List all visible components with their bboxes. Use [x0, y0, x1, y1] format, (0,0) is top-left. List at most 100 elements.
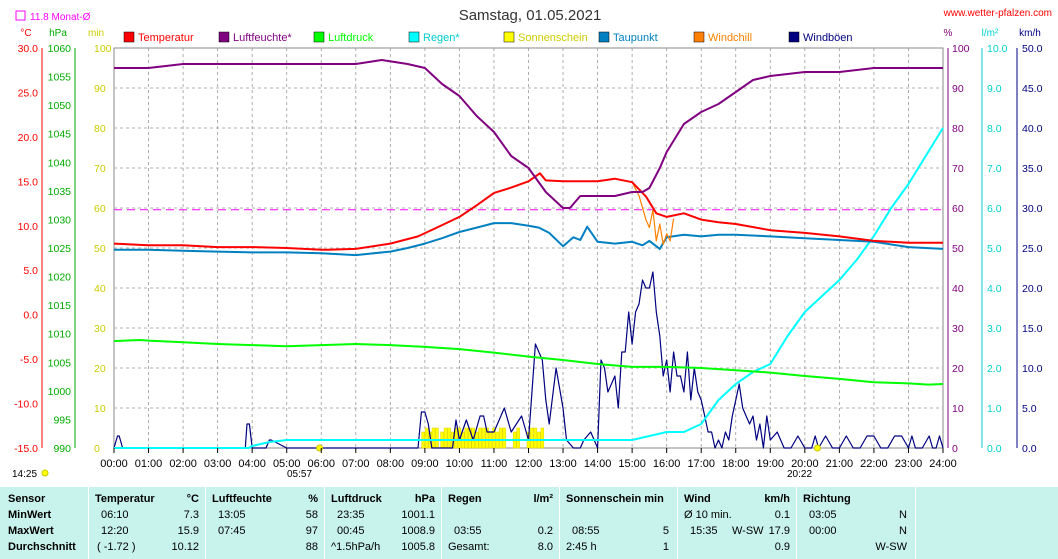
stats-humidity-column: Luftfeuchte % 13:05 58 07:45 97 88 — [206, 487, 324, 559]
press-trend: ^1.5hPa/h — [331, 541, 381, 553]
dir-avg-value: W-SW — [875, 541, 907, 553]
sun-max-value: 5 — [662, 525, 669, 537]
stats-sun-column: Sonnenschein min 08:55 5 2:45 h 1 — [560, 487, 677, 559]
humidity-unit-label: % — [944, 28, 953, 39]
sunshine-bar — [435, 427, 439, 449]
press-max-value: 1008.9 — [401, 525, 435, 537]
stats-direction-column: Richtung 03:05 N 00:00 N W-SW — [797, 487, 915, 559]
legend-label: Sonnenschein — [518, 32, 588, 44]
monthly-avg-marker-icon — [15, 10, 26, 21]
legend: Temperatur Luftfeuchte* Luftdruck Regen* Son… — [123, 31, 853, 44]
temp-max-time: 12:20 — [101, 525, 129, 537]
pressure-tick-label: 1000 — [48, 386, 72, 398]
header-direction: Richtung — [803, 493, 851, 505]
dir-max-value: N — [899, 525, 907, 537]
legend-label: Regen* — [423, 32, 460, 44]
wind-tick-label: 35.0 — [1022, 163, 1043, 175]
sunshine-unit-label: min — [88, 28, 104, 39]
hum-min-time: 13:05 — [218, 509, 246, 521]
pressure-unit-label: hPa — [49, 28, 67, 39]
sunshine-tick-label: 0 — [94, 443, 100, 455]
x-tick-label: 18:00 — [722, 458, 750, 470]
legend-swatch — [598, 31, 610, 43]
pressure-tick-label: 1060 — [48, 43, 72, 55]
legend-label: Temperatur — [138, 32, 194, 44]
wind-tick-label: 40.0 — [1022, 123, 1043, 135]
dir-min-value: N — [899, 509, 907, 521]
wind-tick-label: 45.0 — [1022, 83, 1043, 95]
temperature-tick-label: 20.0 — [18, 132, 39, 144]
sunshine-bar — [424, 427, 429, 449]
wind-max-direction: W-SW — [732, 525, 764, 537]
x-tick-label: 04:00 — [238, 458, 266, 470]
legend-swatch — [218, 31, 230, 43]
rain-tick-label: 0.0 — [987, 443, 1002, 455]
rain-tick-label: 7.0 — [987, 163, 1002, 175]
humidity-tick-label: 30 — [952, 323, 964, 335]
wind-tick-label: 10.0 — [1022, 363, 1043, 375]
press-max-time: 00:45 — [337, 525, 365, 537]
x-tick-label: 00:00 — [100, 458, 128, 470]
wind-avg10-value: 0.1 — [774, 509, 790, 521]
sunshine-bar — [499, 427, 503, 449]
sunset-label: 20:22 — [787, 469, 812, 480]
sunshine-bar — [516, 427, 520, 449]
rain-tick-label: 6.0 — [987, 203, 1002, 215]
stats-rain-column: Regen l/m² 03:55 0.2 Gesamt: 8.0 — [442, 487, 559, 559]
grid-lines — [113, 47, 944, 449]
x-tick-label: 20:00 — [791, 458, 819, 470]
humidity-tick-label: 10 — [952, 403, 964, 415]
sunshine-bar — [481, 427, 486, 449]
sun-icon — [41, 469, 49, 477]
temperature-tick-label: -5.0 — [20, 354, 38, 366]
hum-max-value: 97 — [305, 525, 318, 537]
x-tick-label: 11:00 — [481, 458, 508, 470]
temperature-tick-label: 0.0 — [23, 310, 38, 322]
sunset-marker-icon — [813, 444, 821, 452]
rain-max-value: 0.2 — [537, 525, 553, 537]
temperature-tick-label: 15.0 — [18, 176, 39, 188]
hum-avg-value: 88 — [305, 541, 318, 553]
header-sensor: Sensor — [8, 493, 46, 505]
wind-tick-label: 25.0 — [1022, 243, 1043, 255]
header-humidity-unit: % — [308, 493, 318, 505]
legend-swatch — [408, 31, 420, 43]
hum-max-time: 07:45 — [218, 525, 246, 537]
stats-table: Sensor MinWert MaxWert Durchschnitt Temp… — [0, 487, 1058, 559]
series-line-regen — [114, 127, 944, 449]
x-tick-label: 03:00 — [204, 458, 232, 470]
wind-avg10-label: Ø 10 min. — [684, 509, 732, 521]
x-tick-label: 24:00 — [929, 458, 957, 470]
sunshine-bar — [468, 427, 472, 449]
stats-sensor-column: Sensor MinWert MaxWert Durchschnitt — [0, 487, 88, 559]
series-line-luftdruck — [113, 339, 944, 386]
x-tick-label: 07:00 — [342, 458, 370, 470]
x-tick-label: 09:00 — [411, 458, 439, 470]
header-temperature-unit: °C — [186, 493, 199, 505]
temp-avg-note: ( -1.72 ) — [97, 541, 136, 553]
humidity-tick-label: 100 — [952, 43, 970, 55]
x-tick-label: 17:00 — [687, 458, 715, 470]
legend-label: Luftfeuchte* — [233, 32, 292, 44]
temp-min-value: 7.3 — [183, 509, 199, 521]
x-tick-label: 21:00 — [826, 458, 854, 470]
temperature-tick-label: -15.0 — [14, 443, 38, 455]
pressure-tick-label: 1055 — [48, 72, 72, 84]
legend-swatch — [123, 31, 135, 43]
temperature-tick-label: 5.0 — [23, 265, 38, 277]
time-label-left: 14:25 — [12, 469, 37, 480]
monthly-avg-label: 11.8 Monat-Ø — [30, 12, 91, 23]
press-min-value: 1001.1 — [401, 509, 435, 521]
humidity-tick-label: 20 — [952, 363, 964, 375]
header-pressure-unit: hPa — [414, 493, 435, 505]
rain-tick-label: 10.0 — [987, 43, 1008, 55]
wind-max-value: 17.9 — [768, 525, 790, 537]
wind-tick-label: 20.0 — [1022, 283, 1043, 295]
sun-max-time: 08:55 — [572, 525, 600, 537]
header-pressure: Luftdruck — [331, 493, 382, 505]
sunshine-bar — [530, 427, 534, 449]
legend-swatch — [503, 31, 515, 43]
wind-tick-label: 5.0 — [1022, 403, 1037, 415]
stats-temperature-column: Temperatur °C 06:10 7.3 12:20 15.9 ( -1.… — [89, 487, 205, 559]
x-tick-label: 23:00 — [895, 458, 923, 470]
